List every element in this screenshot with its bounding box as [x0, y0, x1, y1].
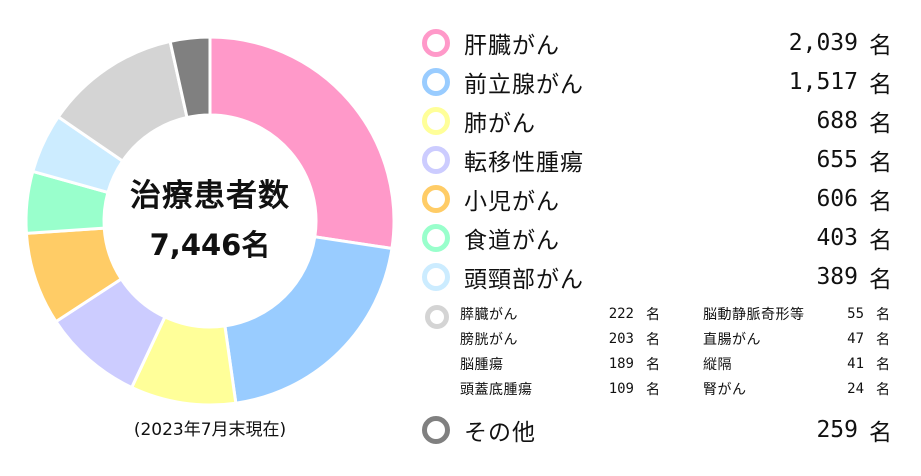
small-item-unit: 名 — [646, 307, 660, 323]
legend-unit: 名 — [869, 267, 892, 293]
legend-item-head-neck: 頭頸部がん 389 名 — [422, 259, 892, 295]
small-item-label: 脳腫瘍 — [460, 357, 504, 373]
center-total: 7,446名 — [149, 228, 271, 262]
legend-item-other: その他 259 名 — [422, 412, 892, 448]
legend-unit: 名 — [869, 420, 892, 446]
legend-unit: 名 — [869, 189, 892, 215]
legend-value: 403 — [816, 225, 858, 251]
small-item-unit: 名 — [646, 382, 660, 398]
small-item-unit: 名 — [876, 357, 890, 373]
small-item-mediastinum: 縦隔 41 名 — [703, 353, 890, 375]
small-item-unit: 名 — [646, 332, 660, 348]
small-item-value: 55 — [847, 306, 864, 322]
small-item-label: 頭蓋底腫瘍 — [460, 382, 533, 398]
legend-value: 389 — [816, 264, 858, 290]
small-item-rectum: 直腸がん 47 名 — [703, 328, 890, 350]
legend-unit: 名 — [869, 72, 892, 98]
legend-ring-icon — [425, 305, 449, 329]
small-item-value: 24 — [847, 381, 864, 397]
legend-value: 1,517 — [788, 69, 858, 95]
small-item-unit: 名 — [876, 382, 890, 398]
legend-ring-icon — [422, 416, 450, 444]
legend-ring-icon — [422, 263, 450, 291]
legend-label: その他 — [464, 420, 536, 446]
legend-label: 頭頸部がん — [464, 267, 584, 293]
legend-item-esophagus: 食道がん 403 名 — [422, 220, 892, 256]
small-item-kidney: 腎がん 24 名 — [703, 378, 890, 400]
small-item-brain-tumor: 脳腫瘍 189 名 — [460, 353, 660, 375]
small-item-avm: 脳動静脈奇形等 55 名 — [703, 303, 890, 325]
legend-value: 688 — [816, 108, 858, 134]
donut-slice-1 — [223, 235, 394, 405]
small-item-value: 109 — [608, 381, 634, 397]
legend-value: 655 — [816, 147, 858, 173]
small-item-value: 203 — [608, 331, 634, 347]
small-item-unit: 名 — [876, 307, 890, 323]
small-item-value: 41 — [847, 356, 864, 372]
legend-label: 転移性腫瘍 — [464, 150, 584, 176]
legend-ring-icon — [422, 107, 450, 135]
legend-label: 食道がん — [464, 228, 560, 254]
donut-slice-8 — [168, 35, 212, 120]
small-item-label: 腎がん — [703, 382, 747, 398]
legend-ring-icon — [422, 146, 450, 174]
legend-unit: 名 — [869, 33, 892, 59]
small-item-value: 189 — [608, 356, 634, 372]
small-item-label: 直腸がん — [703, 332, 761, 348]
legend-unit: 名 — [869, 150, 892, 176]
small-item-skull-base: 頭蓋底腫瘍 109 名 — [460, 378, 660, 400]
legend-item-liver: 肝臓がん 2,039 名 — [422, 25, 892, 61]
legend-item-lung: 肺がん 688 名 — [422, 103, 892, 139]
legend-ring-icon — [422, 68, 450, 96]
legend-value: 259 — [816, 417, 858, 443]
center-title: 治療患者数 — [130, 178, 290, 214]
small-item-label: 膀胱がん — [460, 332, 518, 348]
legend-label: 肝臓がん — [464, 33, 560, 59]
donut-chart — [24, 35, 396, 407]
small-item-label: 縦隔 — [703, 357, 732, 373]
legend-ring-icon — [422, 224, 450, 252]
small-item-label: 膵臓がん — [460, 307, 518, 323]
small-item-value: 47 — [847, 331, 864, 347]
small-item-bladder: 膀胱がん 203 名 — [460, 328, 660, 350]
legend-unit: 名 — [869, 228, 892, 254]
small-item-pancreas: 膵臓がん 222 名 — [460, 303, 660, 325]
legend-item-prostate: 前立腺がん 1,517 名 — [422, 64, 892, 100]
small-item-unit: 名 — [876, 332, 890, 348]
legend-value: 2,039 — [788, 30, 858, 56]
legend-label: 小児がん — [464, 189, 560, 215]
legend-item-metastatic: 転移性腫瘍 655 名 — [422, 142, 892, 178]
legend-ring-icon — [422, 29, 450, 57]
date-note: (2023年7月末現在) — [133, 420, 287, 440]
legend-item-pediatric: 小児がん 606 名 — [422, 181, 892, 217]
legend-label: 肺がん — [464, 111, 536, 137]
legend-unit: 名 — [869, 111, 892, 137]
legend-label: 前立腺がん — [464, 72, 584, 98]
donut-slice-0 — [208, 35, 396, 251]
legend-ring-icon — [422, 185, 450, 213]
legend-value: 606 — [816, 186, 858, 212]
small-item-value: 222 — [608, 306, 634, 322]
small-item-unit: 名 — [646, 357, 660, 373]
small-item-label: 脳動静脈奇形等 — [703, 307, 805, 323]
